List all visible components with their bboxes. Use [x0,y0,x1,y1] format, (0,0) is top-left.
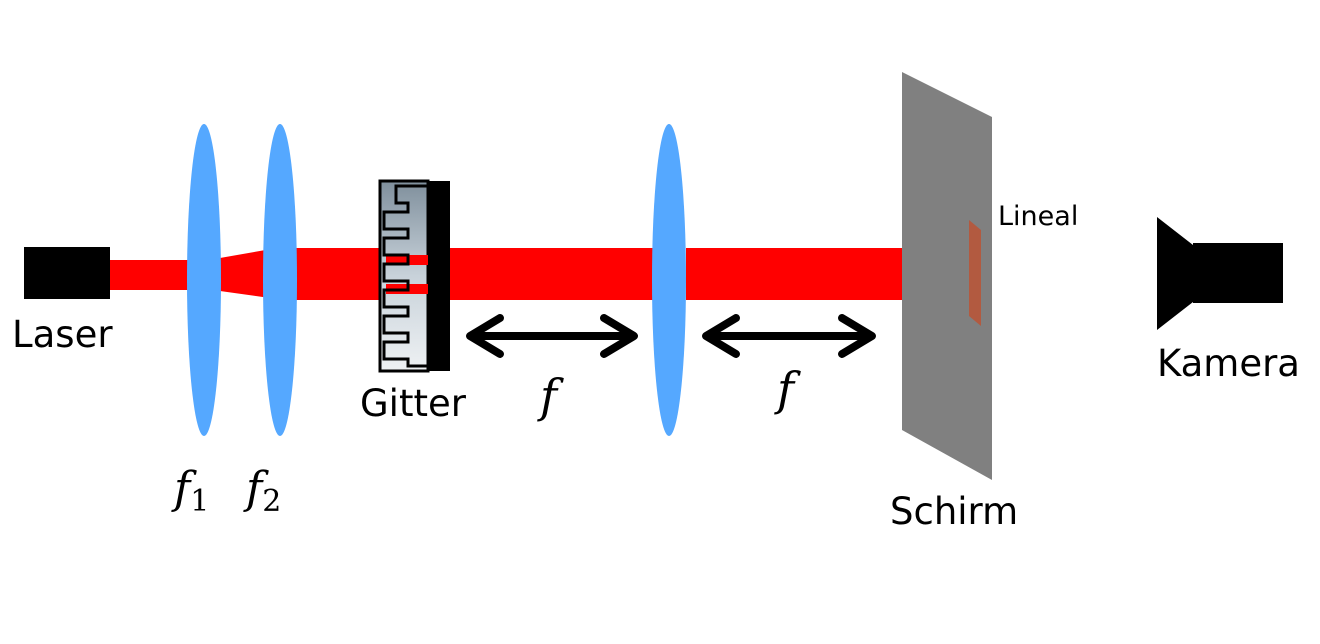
camera-label: Kamera [1157,342,1300,385]
ruler-mark [969,220,981,326]
diffraction-grating-icon [378,179,450,373]
beam-segment-narrow [110,260,202,290]
lens-f2-label: f2 [243,463,281,519]
laser-beam [110,248,952,300]
lens-f2 [263,124,297,436]
grating-label: Gitter [360,382,467,425]
focal-length-right-label: f [774,362,801,416]
lens-f1-label: f1 [171,463,209,519]
double-arrow-icon [702,314,876,358]
camera-icon [1157,217,1283,330]
laser-source-icon [24,247,110,299]
screen-icon [902,72,992,480]
beam-segment-expanding [220,248,277,299]
lens-f [652,124,686,436]
beam-segment-wide-2 [450,248,668,300]
beam-segment-wide-1 [295,248,385,300]
focal-length-left-label: f [537,369,564,423]
double-arrow-icon [466,314,638,358]
lens-f1 [187,124,221,436]
laser-label: Laser [12,313,113,356]
screen-label: Schirm [890,490,1018,533]
ruler-label: Lineal [998,201,1078,232]
